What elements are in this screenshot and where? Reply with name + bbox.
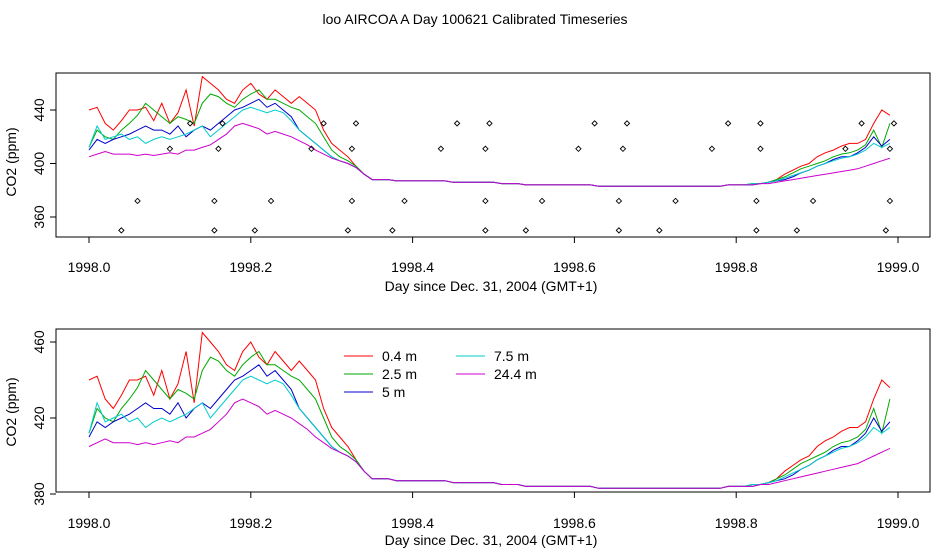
bottom-x-tick-label: 1998.0 (68, 515, 111, 531)
bottom-plot-frame (55, 328, 931, 493)
bottom-y-tick-label: 460 (31, 330, 47, 354)
scatter-point (753, 197, 760, 205)
legend-label: 7.5 m (494, 348, 529, 364)
scatter-point (482, 197, 489, 205)
top-x-tick-label: 1998.8 (715, 259, 758, 275)
bottom-y-tick-label: 380 (31, 482, 47, 506)
scatter-point (615, 197, 623, 205)
top-x-tick-label: 1998.2 (229, 259, 272, 275)
bottom-series-line (88, 398, 891, 489)
top-series-line (88, 89, 891, 187)
scatter-point (211, 227, 218, 234)
bottom-series-line (88, 364, 891, 489)
scatter-point (757, 145, 764, 153)
scatter-point (890, 120, 898, 127)
scatter-point (389, 227, 396, 234)
scatter-point (486, 120, 493, 127)
scatter-point (320, 120, 327, 127)
top-y-axis: 360 400 440 (31, 98, 56, 229)
scatter-point (352, 120, 360, 127)
scatter-point (166, 145, 174, 153)
bottom-x-tick-label: 1999.0 (877, 515, 920, 531)
scatter-point (251, 227, 259, 234)
bottom-panel: 1998.0 1998.2 1998.4 1998.6 1998.8 1999.0 380… (3, 328, 931, 548)
scatter-point (882, 227, 890, 234)
legend-label: 5 m (382, 384, 405, 400)
bottom-series-line (88, 375, 891, 489)
top-panel: 1998.0 1998.2 1998.4 1998.6 1998.8 1999.0 360… (3, 72, 931, 294)
top-series-line (88, 106, 891, 187)
scatter-point (656, 227, 663, 234)
scatter-point (401, 197, 408, 205)
scatter-point (708, 145, 716, 153)
top-series-line (88, 98, 891, 187)
bottom-y-axis-label: CO2 (ppm) (3, 377, 19, 446)
scatter-point (437, 145, 445, 153)
top-x-tick-label: 1998.6 (553, 259, 596, 275)
bottom-y-tick-label: 420 (31, 406, 47, 430)
scatter-point (623, 120, 631, 127)
top-y-axis-label: CO2 (ppm) (3, 127, 19, 196)
scatter-point (215, 145, 222, 153)
top-plot-frame (55, 72, 931, 238)
legend-label: 24.4 m (494, 366, 537, 382)
bottom-y-axis: 380 420 460 (31, 330, 56, 506)
top-x-tick-label: 1998.4 (391, 259, 434, 275)
top-plot-marks (88, 75, 898, 234)
scatter-point (482, 145, 489, 153)
scatter-point (482, 227, 489, 234)
legend-label: 0.4 m (382, 348, 417, 364)
scatter-point (619, 145, 627, 153)
scatter-point (186, 120, 194, 127)
scatter-point (267, 197, 275, 205)
scatter-point (757, 120, 764, 127)
bottom-x-axis-label: Day since Dec. 31, 2004 (GMT+1) (385, 532, 598, 548)
scatter-point (672, 197, 679, 205)
scatter-point (793, 227, 801, 234)
top-x-tick-label: 1999.0 (877, 259, 920, 275)
scatter-point (615, 227, 623, 234)
top-series-line (88, 75, 891, 187)
bottom-x-tick-label: 1998.2 (229, 515, 272, 531)
scatter-point (522, 227, 530, 234)
scatter-point (858, 120, 865, 127)
top-y-tick-label: 400 (31, 152, 47, 176)
bottom-x-tick-label: 1998.8 (715, 515, 758, 531)
scatter-point (886, 197, 894, 205)
legend-label: 2.5 m (382, 366, 417, 382)
top-x-axis: 1998.0 1998.2 1998.4 1998.6 1998.8 1999.0 (68, 237, 920, 275)
figure-title: loo AIRCOA A Day 100621 Calibrated Times… (322, 11, 628, 27)
bottom-plot-marks (88, 331, 891, 489)
scatter-point (348, 197, 356, 205)
scatter-point (753, 227, 760, 234)
scatter-point (453, 120, 461, 127)
scatter-point (348, 145, 356, 153)
scatter-point (886, 145, 894, 153)
bottom-series-line (88, 331, 891, 489)
scatter-point (724, 120, 732, 127)
scatter-point (538, 197, 546, 205)
legend: 0.4 m 2.5 m 5 m 7.5 m 24.4 m (344, 348, 537, 400)
bottom-x-tick-label: 1998.6 (553, 515, 596, 531)
top-y-tick-label: 360 (31, 205, 47, 229)
scatter-point (308, 145, 315, 153)
bottom-x-axis: 1998.0 1998.2 1998.4 1998.6 1998.8 1999.0 (68, 492, 920, 531)
scatter-point (211, 197, 218, 205)
scatter-point (842, 145, 849, 153)
scatter-point (118, 227, 125, 234)
scatter-point (134, 197, 141, 205)
top-x-axis-label: Day since Dec. 31, 2004 (GMT+1) (385, 278, 598, 294)
scatter-point (575, 145, 582, 153)
scatter-point (591, 120, 598, 127)
top-x-tick-label: 1998.0 (68, 259, 111, 275)
bottom-series-line (88, 350, 891, 489)
top-series-line (88, 122, 891, 187)
bottom-x-tick-label: 1998.4 (391, 515, 434, 531)
scatter-point (809, 197, 817, 205)
scatter-point (219, 120, 226, 127)
scatter-point (344, 227, 352, 234)
top-y-tick-label: 440 (31, 98, 47, 122)
